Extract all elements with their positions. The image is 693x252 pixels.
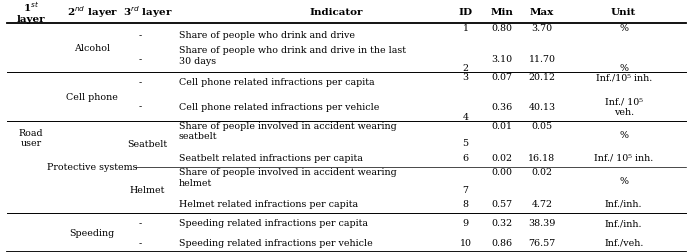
Text: -: - xyxy=(139,238,142,247)
Text: -: - xyxy=(139,31,142,40)
Text: Helmet related infractions per capita: Helmet related infractions per capita xyxy=(179,199,358,208)
Text: 3.70: 3.70 xyxy=(532,24,552,33)
Text: Share of people who drink and drive in the last: Share of people who drink and drive in t… xyxy=(179,46,406,55)
Text: 4.72: 4.72 xyxy=(532,199,552,208)
Text: 9: 9 xyxy=(463,218,468,227)
Text: Inf./10⁵ inh.: Inf./10⁵ inh. xyxy=(595,73,652,82)
Text: 2$^{nd}$ layer: 2$^{nd}$ layer xyxy=(67,4,118,20)
Text: Indicator: Indicator xyxy=(309,8,363,17)
Text: Inf./ 10⁵: Inf./ 10⁵ xyxy=(605,97,642,106)
Text: Share of people involved in accident wearing: Share of people involved in accident wea… xyxy=(179,121,396,130)
Text: Alcohol: Alcohol xyxy=(74,44,110,53)
Text: 0.36: 0.36 xyxy=(491,102,512,111)
Text: helmet: helmet xyxy=(179,178,212,187)
Text: Cell phone related infractions per vehicle: Cell phone related infractions per vehic… xyxy=(179,102,379,111)
Text: 1$^{st}$: 1$^{st}$ xyxy=(23,0,40,14)
Text: Speeding related infractions per capita: Speeding related infractions per capita xyxy=(179,218,368,227)
Text: 0.01: 0.01 xyxy=(491,121,512,130)
Text: 20.12: 20.12 xyxy=(529,73,555,82)
Text: Inf./inh.: Inf./inh. xyxy=(605,218,642,227)
Text: Helmet: Helmet xyxy=(130,186,166,195)
Text: 3: 3 xyxy=(463,73,468,82)
Text: ID: ID xyxy=(459,8,473,17)
Text: -: - xyxy=(139,78,142,87)
Text: 0.07: 0.07 xyxy=(491,73,512,82)
Text: 5: 5 xyxy=(463,139,468,148)
Text: 0.05: 0.05 xyxy=(532,121,552,130)
Text: Inf./ 10⁵ inh.: Inf./ 10⁵ inh. xyxy=(594,153,653,162)
Text: 40.13: 40.13 xyxy=(528,102,556,111)
Text: -: - xyxy=(139,55,142,64)
Text: 7: 7 xyxy=(463,185,468,194)
Text: -: - xyxy=(139,102,142,111)
Text: Unit: Unit xyxy=(611,8,636,17)
Text: 6: 6 xyxy=(463,153,468,162)
Text: 1: 1 xyxy=(463,24,468,33)
Text: %: % xyxy=(620,24,628,33)
Text: 0.86: 0.86 xyxy=(491,238,512,247)
Text: 0.02: 0.02 xyxy=(532,167,552,176)
Text: 0.02: 0.02 xyxy=(491,153,512,162)
Text: 76.57: 76.57 xyxy=(528,238,556,247)
Text: layer: layer xyxy=(17,15,46,24)
Text: Inf./veh.: Inf./veh. xyxy=(604,238,643,247)
Text: Cell phone: Cell phone xyxy=(67,92,118,101)
Text: -: - xyxy=(139,218,142,227)
Text: 3$^{rd}$ layer: 3$^{rd}$ layer xyxy=(123,4,173,20)
Text: Max: Max xyxy=(530,8,554,17)
Text: 4: 4 xyxy=(463,112,468,121)
Text: veh.: veh. xyxy=(613,107,634,116)
Text: Protective systems: Protective systems xyxy=(47,163,137,172)
Text: 10: 10 xyxy=(459,238,472,247)
Text: 30 days: 30 days xyxy=(179,57,216,66)
Text: 8: 8 xyxy=(463,199,468,208)
Text: %: % xyxy=(620,176,628,185)
Text: %: % xyxy=(620,130,628,139)
Text: Inf./inh.: Inf./inh. xyxy=(605,199,642,208)
Text: 38.39: 38.39 xyxy=(528,218,556,227)
Text: 16.18: 16.18 xyxy=(528,153,556,162)
Text: Seatbelt: Seatbelt xyxy=(128,140,168,149)
Text: seatbelt: seatbelt xyxy=(179,132,218,141)
Text: 0.57: 0.57 xyxy=(491,199,512,208)
Text: 0.00: 0.00 xyxy=(491,167,512,176)
Text: 0.32: 0.32 xyxy=(491,218,512,227)
Text: Seatbelt related infractions per capita: Seatbelt related infractions per capita xyxy=(179,153,362,162)
Text: Speeding related infractions per vehicle: Speeding related infractions per vehicle xyxy=(179,238,373,247)
Text: Share of people who drink and drive: Share of people who drink and drive xyxy=(179,31,355,40)
Text: %: % xyxy=(620,64,628,73)
Text: Speeding: Speeding xyxy=(69,228,115,237)
Text: Road
user: Road user xyxy=(19,129,44,148)
Text: Min: Min xyxy=(490,8,514,17)
Text: 0.80: 0.80 xyxy=(491,24,512,33)
Text: 2: 2 xyxy=(463,64,468,73)
Text: Cell phone related infractions per capita: Cell phone related infractions per capit… xyxy=(179,78,374,87)
Text: 3.10: 3.10 xyxy=(491,55,512,64)
Text: 11.70: 11.70 xyxy=(529,55,555,64)
Text: Share of people involved in accident wearing: Share of people involved in accident wea… xyxy=(179,167,396,176)
